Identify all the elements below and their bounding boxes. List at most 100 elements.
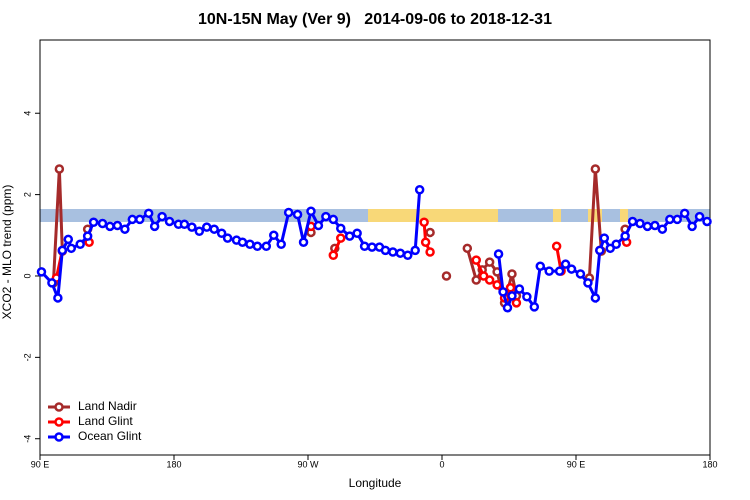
data-point [88, 217, 99, 228]
data-point [665, 214, 675, 225]
data-point [484, 257, 495, 267]
land-band [620, 209, 628, 222]
data-point [492, 280, 502, 290]
data-point [420, 237, 431, 247]
data-point [105, 221, 115, 232]
data-point [484, 275, 495, 285]
data-point [157, 211, 167, 222]
x-tick-label: 90 W [297, 459, 319, 469]
data-point [511, 298, 522, 308]
data-point [672, 214, 682, 225]
data-point [657, 224, 668, 234]
data-point [554, 266, 565, 276]
data-point [441, 271, 452, 281]
chart-title: 10N-15N May (Ver 9) 2014-09-06 to 2018-1… [198, 11, 552, 28]
data-point [336, 223, 346, 234]
data-point [359, 241, 370, 252]
legend-marker [54, 432, 64, 442]
land-band [368, 209, 498, 222]
data-point [276, 239, 286, 249]
data-point [679, 208, 690, 219]
y-tick-label: -4 [22, 435, 32, 443]
data-point [135, 214, 145, 225]
data-point [202, 222, 212, 232]
data-point [53, 293, 63, 303]
data-point [471, 275, 481, 285]
data-point [560, 259, 571, 269]
data-point [702, 216, 712, 227]
data-point [514, 284, 525, 294]
data-point [252, 241, 263, 252]
data-point [583, 278, 593, 288]
data-point [595, 245, 605, 256]
data-point [471, 255, 481, 265]
data-point [298, 237, 309, 247]
data-point [380, 245, 391, 256]
plot-frame [39, 39, 711, 456]
data-point [36, 267, 47, 277]
data-point [292, 209, 303, 220]
data-point [478, 271, 489, 281]
data-point [507, 269, 517, 279]
data-point [605, 243, 615, 254]
data-point [179, 219, 190, 230]
data-point [575, 269, 586, 279]
x-axis-label: Longitude [349, 476, 402, 490]
data-point [498, 287, 508, 297]
legend-marker [54, 417, 64, 427]
data-point [328, 250, 339, 260]
data-point [63, 234, 74, 245]
data-point [414, 184, 425, 195]
data-point [642, 221, 653, 232]
land-band [553, 209, 561, 222]
data-point [269, 230, 279, 241]
data-point [336, 233, 346, 243]
data-point [635, 218, 645, 229]
data-point [687, 221, 697, 232]
data-point [551, 241, 562, 252]
data-point [419, 217, 429, 228]
data-point [261, 241, 272, 252]
y-tick-label: 4 [22, 111, 32, 116]
data-point [209, 224, 219, 234]
data-point [344, 231, 355, 241]
x-tick-label: 180 [702, 459, 717, 469]
data-point [82, 231, 93, 241]
y-tick-label: 2 [22, 192, 32, 197]
data-point [245, 239, 255, 249]
data-point [149, 221, 160, 232]
legend-label: Land Nadir [78, 399, 137, 413]
data-point [522, 291, 532, 302]
data-point [388, 247, 398, 257]
data-point [143, 208, 154, 219]
data-point [590, 293, 601, 303]
data-point [502, 302, 513, 313]
data-point [222, 233, 233, 243]
data-point [620, 231, 630, 241]
x-tick-label: 90 E [31, 459, 50, 469]
data-point [395, 248, 406, 258]
legend-marker [54, 402, 64, 412]
data-point [599, 233, 610, 243]
data-point [187, 222, 197, 232]
data-point [462, 243, 473, 254]
data-point [507, 291, 517, 301]
data-point [590, 164, 601, 174]
data-point [627, 216, 638, 227]
data-point [544, 266, 554, 276]
data-point [535, 261, 546, 271]
data-point [321, 211, 331, 222]
x-tick-label: 90 E [567, 459, 586, 469]
data-point [529, 302, 540, 312]
data-point [216, 228, 227, 239]
data-point [493, 249, 504, 259]
data-point [694, 211, 705, 222]
data-point [410, 245, 420, 256]
data-point [237, 237, 248, 247]
x-tick-label: 0 [439, 459, 444, 469]
data-point [425, 247, 435, 257]
data-point [57, 245, 68, 256]
legend-label: Ocean Glint [78, 429, 142, 443]
data-point [112, 220, 123, 231]
